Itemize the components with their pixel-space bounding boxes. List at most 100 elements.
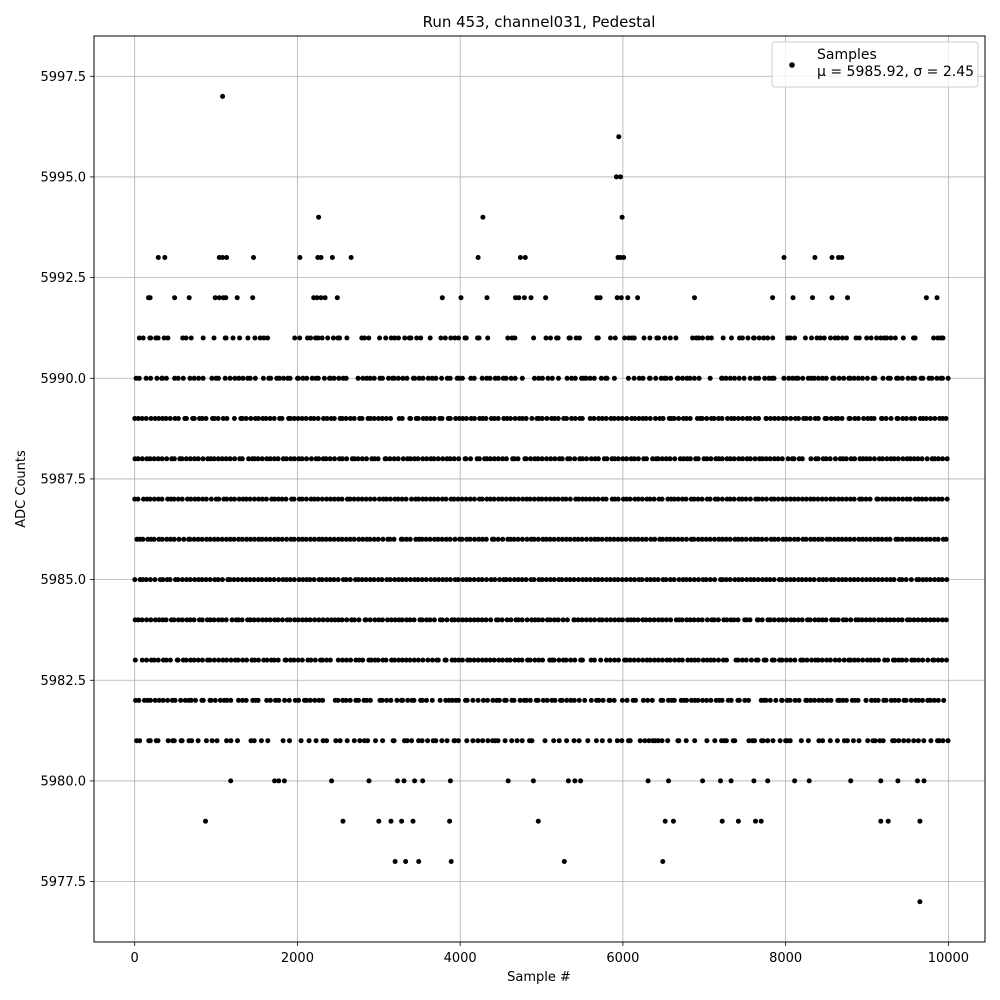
data-point (547, 617, 553, 623)
data-point (571, 617, 577, 623)
data-point (852, 657, 857, 663)
data-point (223, 617, 229, 623)
data-point (824, 416, 830, 421)
data-point (623, 536, 629, 542)
data-point (779, 697, 785, 703)
data-point (400, 536, 405, 542)
data-point (752, 416, 758, 421)
data-point (939, 496, 945, 502)
data-point (663, 375, 669, 381)
data-point (647, 617, 653, 623)
data-point (281, 375, 287, 381)
data-point (228, 697, 234, 703)
data-point (207, 617, 213, 623)
data-point (723, 577, 729, 583)
data-point (719, 496, 725, 502)
data-point (292, 617, 298, 623)
data-point (432, 536, 437, 542)
data-point (625, 295, 631, 301)
data-point (304, 375, 310, 381)
data-point (337, 335, 343, 341)
data-point (295, 657, 301, 663)
data-point (296, 536, 302, 542)
data-point (666, 778, 671, 784)
data-point (863, 536, 869, 542)
data-point (656, 617, 661, 623)
data-point (729, 335, 734, 341)
data-point (907, 496, 913, 502)
data-point (231, 577, 237, 583)
data-point (300, 375, 306, 381)
data-point (892, 657, 898, 663)
data-point (331, 536, 337, 542)
data-point (297, 335, 303, 341)
data-point (908, 697, 914, 703)
data-point (159, 496, 165, 502)
data-point (695, 536, 701, 542)
data-point (791, 456, 797, 462)
data-point (300, 617, 305, 623)
data-point (523, 456, 529, 462)
data-point (514, 738, 520, 744)
data-point (431, 496, 437, 502)
data-point (742, 697, 748, 703)
data-point (567, 496, 573, 502)
data-point (832, 657, 838, 663)
data-point (852, 416, 858, 421)
data-point (944, 657, 949, 663)
data-point (351, 738, 357, 744)
data-point (311, 496, 317, 502)
data-point (932, 456, 938, 462)
data-point (296, 697, 302, 703)
data-point (624, 496, 630, 502)
data-point (627, 657, 633, 663)
data-point (839, 255, 845, 260)
data-point (180, 375, 186, 381)
data-point (263, 617, 269, 623)
data-point (667, 335, 673, 341)
data-point (807, 577, 813, 583)
data-point (415, 577, 421, 583)
data-point (251, 738, 257, 744)
data-point (875, 577, 881, 583)
data-point (943, 617, 949, 623)
data-point (940, 335, 946, 341)
data-point (357, 738, 363, 744)
data-point (217, 697, 223, 703)
data-point (232, 496, 237, 502)
data-point (839, 536, 845, 542)
data-point (500, 657, 506, 663)
data-point (228, 496, 234, 502)
data-point (683, 577, 689, 583)
data-point (276, 577, 282, 583)
data-point (340, 818, 346, 824)
data-point (779, 657, 785, 663)
data-point (767, 617, 773, 623)
data-point (667, 577, 673, 583)
data-point (771, 496, 777, 502)
data-point (715, 617, 721, 623)
data-point (419, 617, 425, 623)
data-point (515, 456, 521, 462)
data-point (439, 496, 445, 502)
data-point (455, 617, 461, 623)
data-point (719, 456, 725, 462)
data-point (788, 496, 793, 502)
data-point (619, 536, 625, 542)
data-point (888, 335, 894, 341)
data-point (935, 657, 941, 663)
data-point (199, 416, 205, 421)
data-point (884, 335, 890, 341)
data-point (783, 416, 789, 421)
data-point (156, 697, 162, 703)
data-point (776, 617, 782, 623)
data-point (935, 456, 941, 462)
data-point (668, 375, 674, 381)
data-point (427, 335, 433, 341)
data-point (808, 536, 814, 542)
data-point (892, 697, 898, 703)
data-point (267, 536, 273, 542)
data-point (179, 496, 185, 502)
data-point (771, 617, 777, 623)
